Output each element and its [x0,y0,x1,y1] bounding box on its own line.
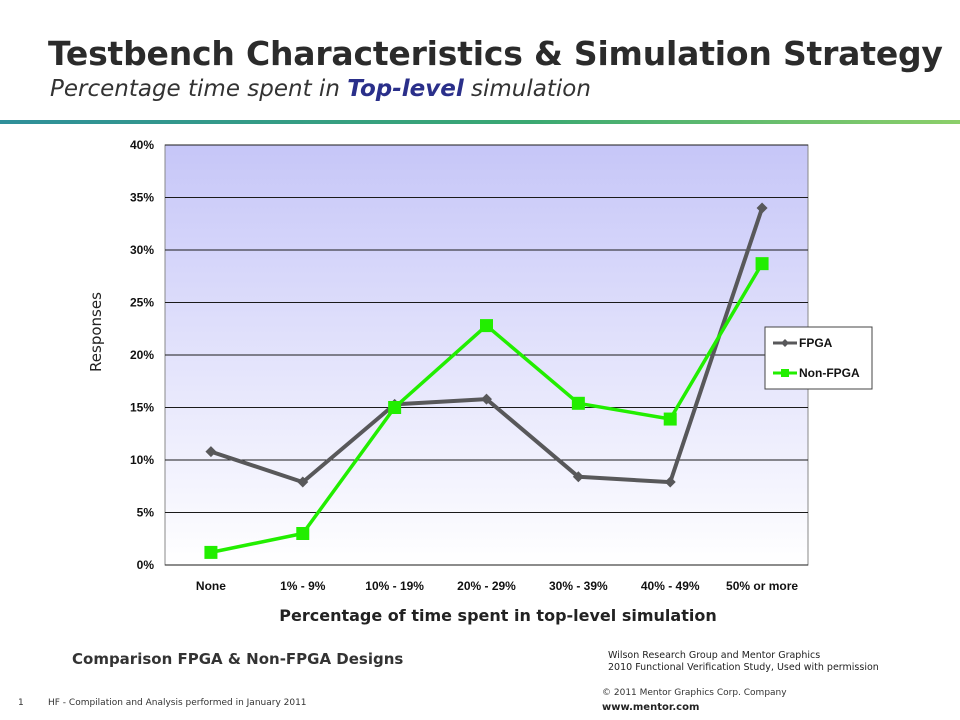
legend-marker-fpga [781,339,789,347]
credit-line-2: 2010 Functional Verification Study, Used… [608,662,879,673]
subtitle-suffix: simulation [463,76,591,102]
y-tick-label: 25% [130,296,154,310]
data-point-fpga [481,393,492,405]
legend-label-non-fpga: Non-FPGA [799,366,860,380]
data-point-fpga [756,202,768,214]
data-point-fpga [572,471,584,483]
data-point-non-fpga [204,545,218,559]
data-point-non-fpga [571,396,585,410]
copyright-text: © 2011 Mentor Graphics Corp. Company [602,688,787,698]
website-link[interactable]: www.mentor.com [602,702,700,713]
data-point-fpga [664,476,676,488]
legend-label-fpga: FPGA [799,336,833,350]
x-tick-label: 10% - 19% [365,579,424,593]
data-point-non-fpga [296,527,310,540]
legend: FPGA Non-FPGA [764,326,873,390]
y-tick-label: 35% [130,191,154,205]
x-tick-label: 30% - 39% [549,579,608,593]
y-tick-label: 20% [130,348,154,362]
data-point-fpga [205,446,217,458]
data-point-non-fpga [388,401,402,414]
y-tick-label: 40% [130,138,154,152]
chart-caption: Comparison FPGA & Non-FPGA Designs [72,650,404,668]
y-tick-label: 10% [130,453,154,467]
slide-title: Testbench Characteristics & Simulation S… [48,34,943,73]
x-tick-label: 40% - 49% [641,579,700,593]
legend-marker-non-fpga [781,369,789,377]
subtitle-prefix: Percentage time spent in [50,76,348,102]
y-tick-label: 30% [130,243,154,257]
line-chart: 0% 5% 10% 15% 20% 25% 30% 35% 40% None 1% - 9% 10%… [87,138,873,625]
header-rule [0,120,960,124]
series-markers [204,202,769,559]
x-tick-label: 20% - 29% [457,579,516,593]
y-tick-label: 15% [130,401,154,415]
x-tick-label: None [196,579,226,593]
data-point-non-fpga [663,412,677,426]
y-tick-label: 0% [137,558,155,572]
data-point-non-fpga [755,257,769,271]
page-number: 1 [18,698,24,708]
footer-note: HF - Compilation and Analysis performed … [48,698,307,708]
x-tick-label: 50% or more [726,579,798,593]
y-axis-title: Responses [87,292,105,372]
credit-line-1: Wilson Research Group and Mentor Graphic… [608,650,821,661]
legend-box [764,326,873,390]
subtitle-highlight: Top-level [347,76,464,102]
source-credit: Wilson Research Group and Mentor Graphic… [608,650,879,674]
y-tick-labels: 0% 5% 10% 15% 20% 25% 30% 35% 40% [130,138,154,572]
gridlines [165,144,808,566]
x-axis-title: Percentage of time spent in top-level si… [279,606,716,625]
data-point-non-fpga [480,319,493,333]
x-tick-label: 1% - 9% [280,579,326,593]
data-point-fpga [297,476,309,488]
x-tick-labels: None 1% - 9% 10% - 19% 20% - 29% 30% - 39% 40… [196,579,798,593]
y-tick-label: 5% [137,506,155,520]
slide-subtitle: Percentage time spent in Top-level simul… [50,76,591,102]
